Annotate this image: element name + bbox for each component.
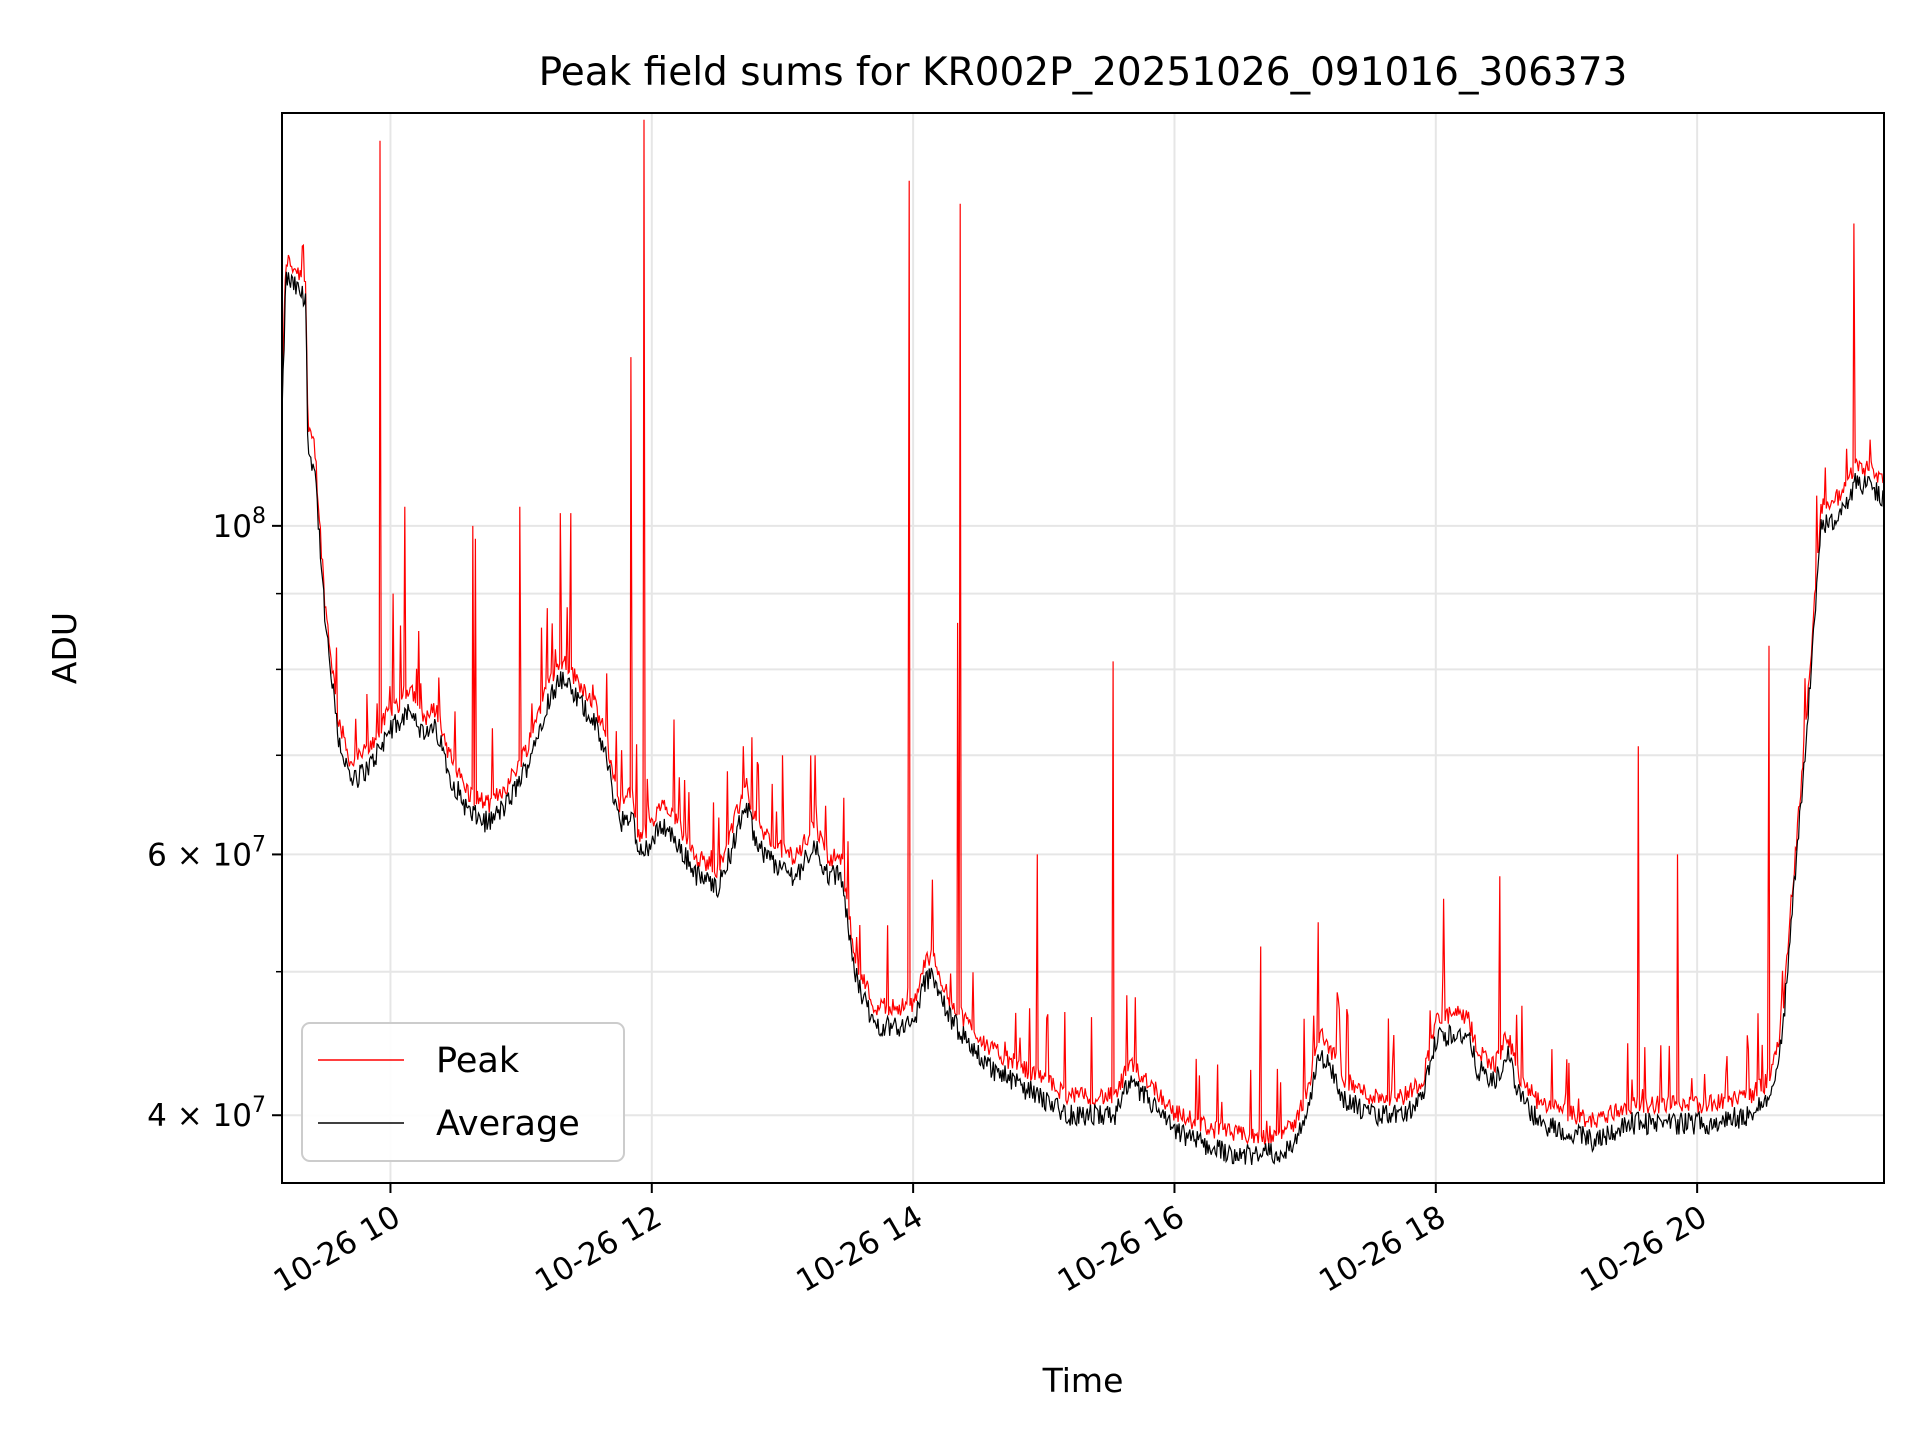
legend-average-label: Average: [436, 1104, 580, 1144]
y-axis-label: ADU: [45, 612, 84, 684]
peak-series-line: [281, 119, 1885, 1145]
x-axis-label: Time: [1042, 1361, 1124, 1400]
legend-box: [301, 1022, 625, 1162]
y-tick-label: 6 × 107: [147, 832, 266, 873]
legend: Peak Average: [301, 1022, 625, 1162]
chart-title: Peak field sums for KR002P_20251026_0910…: [539, 50, 1628, 95]
legend-peak-label: Peak: [436, 1041, 520, 1081]
y-tick-label: 108: [213, 504, 266, 545]
y-tick-label: 4 × 107: [147, 1093, 266, 1134]
plot-frame: [281, 112, 1885, 1184]
series-layer: [281, 119, 1885, 1165]
average-series-line: [281, 271, 1885, 1165]
